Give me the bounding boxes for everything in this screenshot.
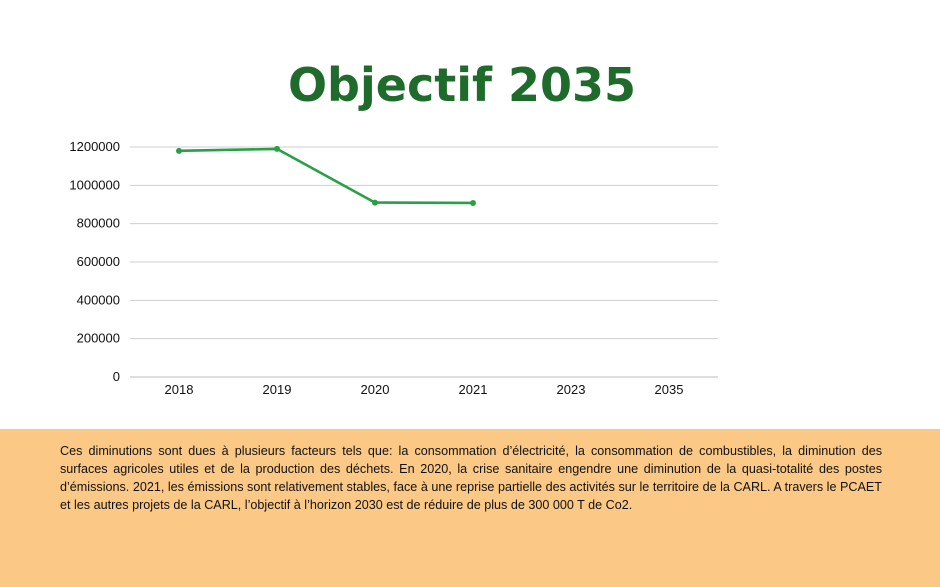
grid-lines	[130, 146, 718, 378]
line-chart: 020000040000060000080000010000001200000 …	[69, 139, 718, 397]
x-tick-label: 2023	[557, 382, 586, 397]
series-group	[176, 145, 476, 206]
data-point	[372, 199, 378, 206]
y-tick-label: 600000	[77, 254, 120, 269]
data-point	[274, 145, 280, 152]
x-tick-label: 2020	[361, 382, 390, 397]
x-tick-label: 2021	[459, 382, 488, 397]
x-tick-label: 2019	[263, 382, 292, 397]
series-line	[178, 147, 474, 205]
y-tick-label: 200000	[77, 331, 120, 346]
x-axis-ticks: 2018 2019 2020 2021 2023 2035	[165, 382, 684, 397]
data-point	[176, 147, 182, 154]
y-tick-label: 800000	[77, 216, 120, 231]
y-axis-ticks: 0 200000 400000 600000 800000 1000000 1200000	[69, 139, 120, 384]
x-tick-label: 2035	[655, 382, 684, 397]
description-panel: Ces diminutions sont dues à plusieurs fa…	[0, 429, 940, 587]
x-tick-label: 2018	[165, 382, 194, 397]
y-tick-label: 1200000	[69, 139, 120, 154]
page-title: Objectif 2035	[287, 58, 637, 112]
y-tick-label: 0	[113, 369, 120, 384]
data-point	[470, 199, 476, 206]
description-text: Ces diminutions sont dues à plusieurs fa…	[60, 444, 882, 512]
y-tick-label: 1000000	[69, 177, 120, 192]
y-tick-label: 400000	[77, 292, 120, 307]
